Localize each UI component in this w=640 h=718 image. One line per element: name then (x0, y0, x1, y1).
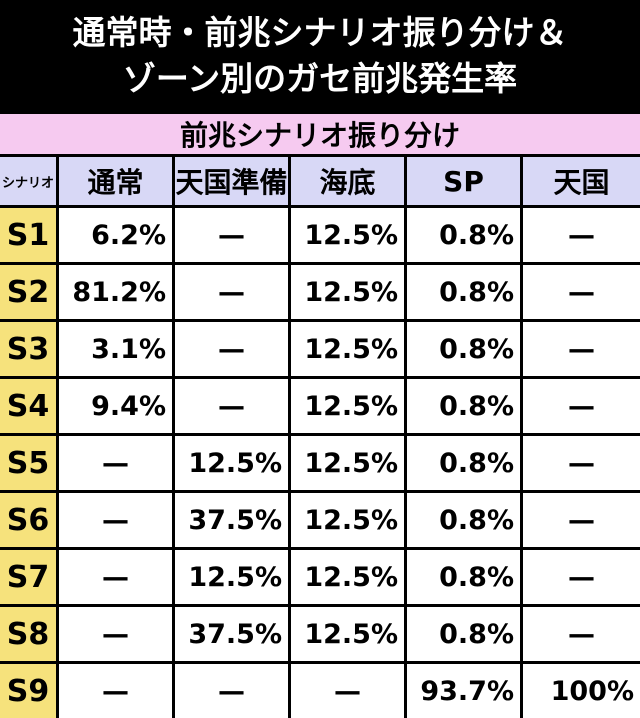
table-cell: — (59, 550, 172, 604)
table-cell: 3.1% (59, 322, 172, 376)
table-cell: 12.5% (291, 265, 404, 319)
table-cell: 0.8% (407, 208, 520, 262)
table-cell: 0.8% (407, 322, 520, 376)
table-cell: 12.5% (175, 436, 288, 490)
table-cell: 0.8% (407, 493, 520, 547)
row-label: S8 (0, 607, 56, 661)
table-cell: — (175, 265, 288, 319)
table-cell: — (175, 664, 288, 718)
column-header: 通常 (59, 157, 172, 205)
table-cell: — (175, 379, 288, 433)
table-cell: 0.8% (407, 379, 520, 433)
column-header: 天国準備 (175, 157, 288, 205)
table-cell: 12.5% (291, 607, 404, 661)
table-cell: 12.5% (291, 493, 404, 547)
table-cell: 12.5% (175, 550, 288, 604)
table: 前兆シナリオ振り分け シナリオ 通常 天国準備 海底 SP 天国 S1 6.2% —12.5% 0… (0, 112, 640, 718)
table-cell: — (523, 265, 640, 319)
column-header: SP (407, 157, 520, 205)
table-cell: 0.8% (407, 550, 520, 604)
row-label: S1 (0, 208, 56, 262)
table-cell: — (59, 664, 172, 718)
title-line: 通常時・前兆シナリオ振り分け＆ (72, 13, 568, 52)
table-cell: — (175, 322, 288, 376)
title: 通常時・前兆シナリオ振り分け＆ ゾーン別のガセ前兆発生率 (0, 0, 640, 112)
column-header: 海底 (291, 157, 404, 205)
table-cell: 9.4% (59, 379, 172, 433)
row-label: S6 (0, 493, 56, 547)
table-cell: — (291, 664, 404, 718)
table-cell: 12.5% (291, 322, 404, 376)
table-cell: — (523, 322, 640, 376)
table-cell: — (523, 493, 640, 547)
table-cell: 6.2% (59, 208, 172, 262)
table-caption: 前兆シナリオ振り分け (0, 114, 640, 154)
table-cell: 0.8% (407, 607, 520, 661)
row-label: S2 (0, 265, 56, 319)
table-cell: 12.5% (291, 436, 404, 490)
table-cell: 37.5% (175, 607, 288, 661)
column-header: 天国 (523, 157, 640, 205)
table-cell: — (523, 607, 640, 661)
row-label: S3 (0, 322, 56, 376)
row-label: S7 (0, 550, 56, 604)
table-cell: 93.7% (407, 664, 520, 718)
table-cell: — (175, 208, 288, 262)
table-cell: — (59, 436, 172, 490)
table-cell: — (523, 550, 640, 604)
row-label: S4 (0, 379, 56, 433)
table-cell: 0.8% (407, 436, 520, 490)
table-cell: — (523, 208, 640, 262)
table-cell: — (59, 493, 172, 547)
table-cell: 0.8% (407, 265, 520, 319)
table-cell: 12.5% (291, 550, 404, 604)
table-cell: — (523, 379, 640, 433)
table-cell: 100% (523, 664, 640, 718)
table-cell: 81.2% (59, 265, 172, 319)
row-label: S5 (0, 436, 56, 490)
table-cell: 12.5% (291, 208, 404, 262)
table-cell: 37.5% (175, 493, 288, 547)
table-cell: — (523, 436, 640, 490)
table-cell: — (59, 607, 172, 661)
title-line: ゾーン別のガセ前兆発生率 (122, 59, 518, 98)
row-label: S9 (0, 664, 56, 718)
table-cell: 12.5% (291, 379, 404, 433)
column-header: シナリオ (0, 157, 56, 205)
